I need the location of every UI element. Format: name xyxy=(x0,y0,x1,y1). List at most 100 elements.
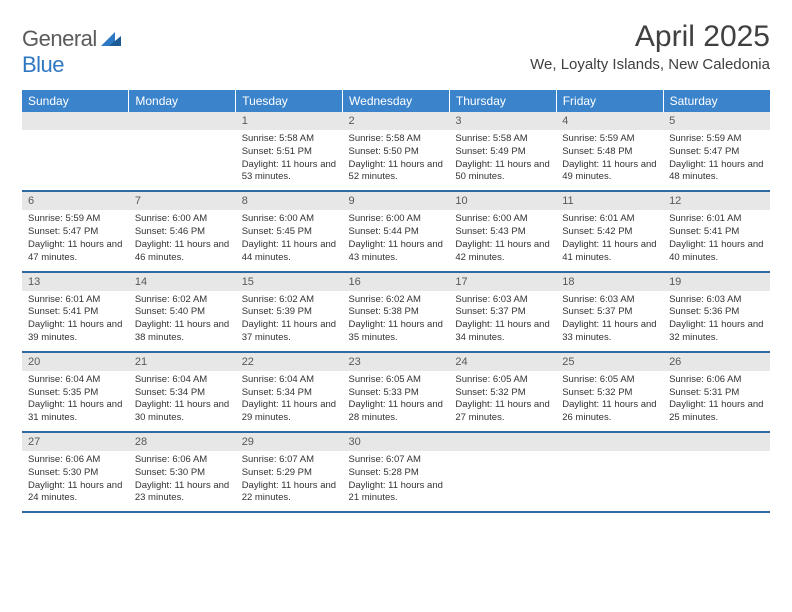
day-body: Sunrise: 6:05 AMSunset: 5:33 PMDaylight:… xyxy=(343,371,450,431)
sunset-text: Sunset: 5:41 PM xyxy=(669,226,764,239)
day-cell xyxy=(22,112,129,191)
sunset-text: Sunset: 5:44 PM xyxy=(349,226,444,239)
dow-wednesday: Wednesday xyxy=(343,90,450,112)
daylight-text: Daylight: 11 hours and 31 minutes. xyxy=(28,399,123,425)
day-body: Sunrise: 5:58 AMSunset: 5:50 PMDaylight:… xyxy=(343,130,450,190)
day-body xyxy=(22,130,129,186)
sunset-text: Sunset: 5:41 PM xyxy=(28,306,123,319)
sunrise-text: Sunrise: 6:07 AM xyxy=(349,454,444,467)
daylight-text: Daylight: 11 hours and 27 minutes. xyxy=(455,399,550,425)
daynum: 8 xyxy=(236,192,343,210)
day-cell: 12Sunrise: 6:01 AMSunset: 5:41 PMDayligh… xyxy=(663,191,770,271)
day-cell: 24Sunrise: 6:05 AMSunset: 5:32 PMDayligh… xyxy=(449,352,556,432)
daynum: 5 xyxy=(663,112,770,130)
dow-saturday: Saturday xyxy=(663,90,770,112)
daylight-text: Daylight: 11 hours and 52 minutes. xyxy=(349,159,444,185)
daynum: 24 xyxy=(449,353,556,371)
day-body: Sunrise: 6:01 AMSunset: 5:41 PMDaylight:… xyxy=(663,210,770,270)
sunrise-text: Sunrise: 6:06 AM xyxy=(135,454,230,467)
daylight-text: Daylight: 11 hours and 25 minutes. xyxy=(669,399,764,425)
sunrise-text: Sunrise: 6:07 AM xyxy=(242,454,337,467)
sunset-text: Sunset: 5:35 PM xyxy=(28,387,123,400)
daylight-text: Daylight: 11 hours and 26 minutes. xyxy=(562,399,657,425)
day-body xyxy=(129,130,236,186)
daynum: 3 xyxy=(449,112,556,130)
day-body: Sunrise: 5:59 AMSunset: 5:47 PMDaylight:… xyxy=(663,130,770,190)
sunset-text: Sunset: 5:36 PM xyxy=(669,306,764,319)
sunrise-text: Sunrise: 6:06 AM xyxy=(28,454,123,467)
sunrise-text: Sunrise: 5:59 AM xyxy=(28,213,123,226)
logo-blue: Blue xyxy=(22,52,64,77)
daylight-text: Daylight: 11 hours and 47 minutes. xyxy=(28,239,123,265)
day-body: Sunrise: 6:00 AMSunset: 5:43 PMDaylight:… xyxy=(449,210,556,270)
sunset-text: Sunset: 5:34 PM xyxy=(242,387,337,400)
day-body: Sunrise: 6:03 AMSunset: 5:36 PMDaylight:… xyxy=(663,291,770,351)
day-body: Sunrise: 5:58 AMSunset: 5:49 PMDaylight:… xyxy=(449,130,556,190)
day-cell: 14Sunrise: 6:02 AMSunset: 5:40 PMDayligh… xyxy=(129,272,236,352)
sunset-text: Sunset: 5:34 PM xyxy=(135,387,230,400)
day-body: Sunrise: 6:04 AMSunset: 5:34 PMDaylight:… xyxy=(129,371,236,431)
sunrise-text: Sunrise: 6:02 AM xyxy=(242,294,337,307)
sunrise-text: Sunrise: 6:04 AM xyxy=(242,374,337,387)
day-cell: 9Sunrise: 6:00 AMSunset: 5:44 PMDaylight… xyxy=(343,191,450,271)
day-cell xyxy=(449,432,556,512)
logo-mark-icon xyxy=(101,32,121,51)
week-row: 6Sunrise: 5:59 AMSunset: 5:47 PMDaylight… xyxy=(22,191,770,271)
day-cell: 26Sunrise: 6:06 AMSunset: 5:31 PMDayligh… xyxy=(663,352,770,432)
daynum: 4 xyxy=(556,112,663,130)
sunset-text: Sunset: 5:32 PM xyxy=(562,387,657,400)
sunrise-text: Sunrise: 6:01 AM xyxy=(28,294,123,307)
title-block: April 2025 We, Loyalty Islands, New Cale… xyxy=(530,20,770,73)
sunrise-text: Sunrise: 5:59 AM xyxy=(669,133,764,146)
daylight-text: Daylight: 11 hours and 48 minutes. xyxy=(669,159,764,185)
daynum: 22 xyxy=(236,353,343,371)
daynum: 9 xyxy=(343,192,450,210)
day-cell: 21Sunrise: 6:04 AMSunset: 5:34 PMDayligh… xyxy=(129,352,236,432)
daynum: 10 xyxy=(449,192,556,210)
daylight-text: Daylight: 11 hours and 41 minutes. xyxy=(562,239,657,265)
header: General Blue April 2025 We, Loyalty Isla… xyxy=(22,20,770,78)
sunrise-text: Sunrise: 6:05 AM xyxy=(562,374,657,387)
daynum: 29 xyxy=(236,433,343,451)
sunset-text: Sunset: 5:43 PM xyxy=(455,226,550,239)
day-cell: 13Sunrise: 6:01 AMSunset: 5:41 PMDayligh… xyxy=(22,272,129,352)
daylight-text: Daylight: 11 hours and 49 minutes. xyxy=(562,159,657,185)
sunset-text: Sunset: 5:50 PM xyxy=(349,146,444,159)
day-body: Sunrise: 6:00 AMSunset: 5:45 PMDaylight:… xyxy=(236,210,343,270)
daylight-text: Daylight: 11 hours and 33 minutes. xyxy=(562,319,657,345)
daylight-text: Daylight: 11 hours and 23 minutes. xyxy=(135,480,230,506)
sunset-text: Sunset: 5:39 PM xyxy=(242,306,337,319)
daylight-text: Daylight: 11 hours and 22 minutes. xyxy=(242,480,337,506)
dow-monday: Monday xyxy=(129,90,236,112)
day-body: Sunrise: 6:06 AMSunset: 5:30 PMDaylight:… xyxy=(22,451,129,511)
month-title: April 2025 xyxy=(530,20,770,54)
day-cell: 8Sunrise: 6:00 AMSunset: 5:45 PMDaylight… xyxy=(236,191,343,271)
sunset-text: Sunset: 5:45 PM xyxy=(242,226,337,239)
day-body: Sunrise: 5:59 AMSunset: 5:48 PMDaylight:… xyxy=(556,130,663,190)
daynum: 20 xyxy=(22,353,129,371)
day-cell xyxy=(663,432,770,512)
daynum: 12 xyxy=(663,192,770,210)
day-body: Sunrise: 5:58 AMSunset: 5:51 PMDaylight:… xyxy=(236,130,343,190)
day-body: Sunrise: 6:05 AMSunset: 5:32 PMDaylight:… xyxy=(449,371,556,431)
day-cell: 29Sunrise: 6:07 AMSunset: 5:29 PMDayligh… xyxy=(236,432,343,512)
day-body: Sunrise: 6:02 AMSunset: 5:39 PMDaylight:… xyxy=(236,291,343,351)
sunrise-text: Sunrise: 5:58 AM xyxy=(242,133,337,146)
logo-text: General Blue xyxy=(22,26,121,78)
day-cell: 16Sunrise: 6:02 AMSunset: 5:38 PMDayligh… xyxy=(343,272,450,352)
sunrise-text: Sunrise: 6:03 AM xyxy=(669,294,764,307)
day-body: Sunrise: 6:00 AMSunset: 5:46 PMDaylight:… xyxy=(129,210,236,270)
sunset-text: Sunset: 5:49 PM xyxy=(455,146,550,159)
day-cell: 25Sunrise: 6:05 AMSunset: 5:32 PMDayligh… xyxy=(556,352,663,432)
week-row: 13Sunrise: 6:01 AMSunset: 5:41 PMDayligh… xyxy=(22,272,770,352)
day-cell: 11Sunrise: 6:01 AMSunset: 5:42 PMDayligh… xyxy=(556,191,663,271)
sunset-text: Sunset: 5:30 PM xyxy=(28,467,123,480)
daynum-band xyxy=(22,112,129,130)
calendar-body: 1Sunrise: 5:58 AMSunset: 5:51 PMDaylight… xyxy=(22,112,770,512)
day-cell: 2Sunrise: 5:58 AMSunset: 5:50 PMDaylight… xyxy=(343,112,450,191)
sunrise-text: Sunrise: 6:00 AM xyxy=(349,213,444,226)
location: We, Loyalty Islands, New Caledonia xyxy=(530,56,770,73)
sunset-text: Sunset: 5:40 PM xyxy=(135,306,230,319)
sunset-text: Sunset: 5:31 PM xyxy=(669,387,764,400)
day-cell: 7Sunrise: 6:00 AMSunset: 5:46 PMDaylight… xyxy=(129,191,236,271)
